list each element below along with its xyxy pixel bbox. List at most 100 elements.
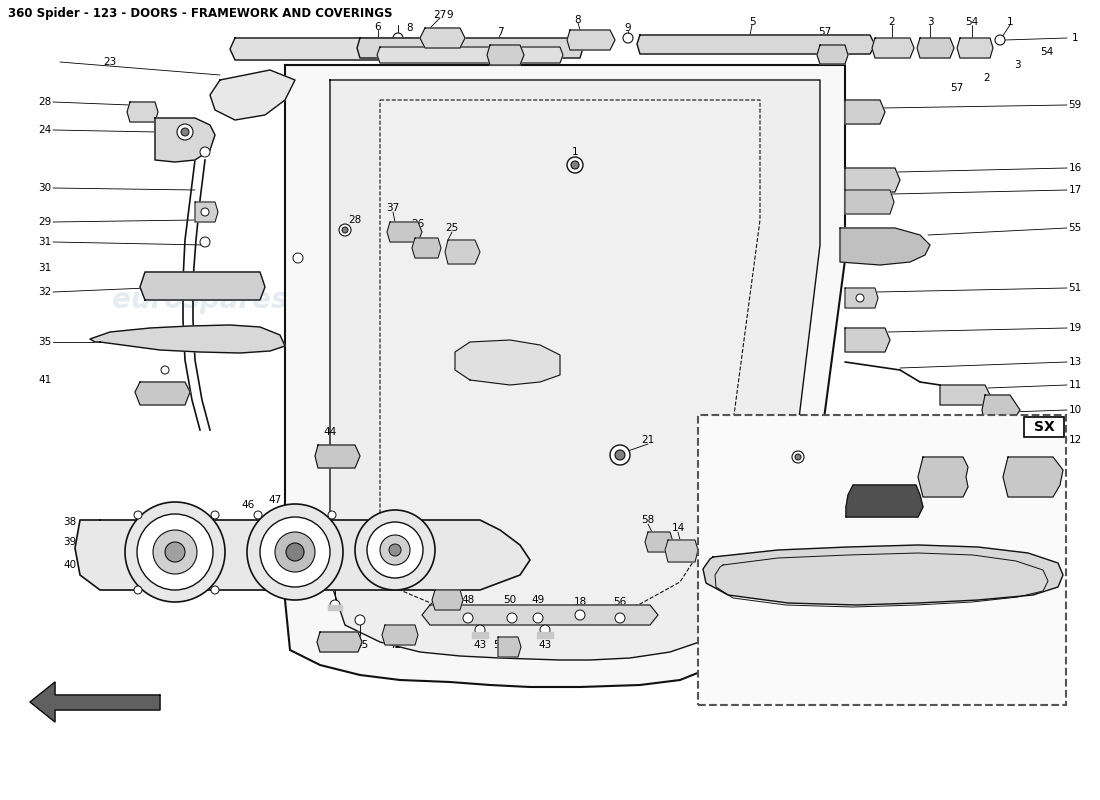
Circle shape [177, 124, 192, 140]
Circle shape [200, 237, 210, 247]
Polygon shape [703, 545, 1063, 605]
Text: 14: 14 [671, 523, 684, 533]
Circle shape [201, 208, 209, 216]
Polygon shape [328, 605, 342, 610]
Circle shape [165, 542, 185, 562]
Circle shape [200, 147, 210, 157]
Text: 44: 44 [326, 640, 339, 650]
Circle shape [856, 294, 864, 302]
Circle shape [134, 586, 142, 594]
Circle shape [248, 504, 343, 600]
Text: 23: 23 [103, 57, 117, 67]
Text: 10: 10 [1068, 405, 1081, 415]
Text: 42: 42 [388, 640, 401, 650]
Text: 27: 27 [433, 10, 447, 20]
Polygon shape [358, 38, 583, 58]
Text: 28: 28 [39, 97, 52, 107]
Text: 15: 15 [705, 527, 718, 537]
Text: 2: 2 [889, 17, 895, 27]
Text: 11: 11 [1068, 380, 1081, 390]
Polygon shape [230, 38, 415, 60]
Text: 1: 1 [572, 147, 579, 157]
Polygon shape [285, 65, 845, 687]
Polygon shape [737, 545, 772, 565]
Polygon shape [498, 637, 521, 657]
Text: 44: 44 [323, 427, 337, 437]
Text: 54: 54 [1041, 47, 1054, 57]
Circle shape [342, 227, 348, 233]
Polygon shape [30, 682, 159, 722]
Text: 4: 4 [397, 35, 404, 45]
Text: 58: 58 [641, 515, 654, 525]
Polygon shape [140, 272, 265, 300]
Polygon shape [1003, 457, 1063, 497]
Polygon shape [210, 70, 295, 120]
Text: 48: 48 [461, 595, 474, 605]
Polygon shape [872, 38, 914, 58]
Polygon shape [666, 540, 698, 562]
Circle shape [254, 511, 262, 519]
Polygon shape [645, 532, 673, 552]
Polygon shape [412, 238, 441, 258]
Polygon shape [845, 100, 886, 124]
Polygon shape [387, 222, 422, 242]
Text: 53: 53 [1046, 428, 1059, 438]
Circle shape [211, 511, 219, 519]
Text: 32: 32 [39, 287, 52, 297]
Text: 5: 5 [749, 17, 756, 27]
Polygon shape [420, 28, 465, 48]
Text: 47: 47 [268, 495, 282, 505]
Polygon shape [126, 102, 158, 122]
Text: 55: 55 [1068, 223, 1081, 233]
Text: 9: 9 [447, 10, 453, 20]
Circle shape [792, 451, 804, 463]
Circle shape [367, 522, 424, 578]
Text: 36: 36 [783, 428, 796, 438]
Polygon shape [840, 228, 929, 265]
Circle shape [328, 511, 336, 519]
Text: 360 Spider - 123 - DOORS - FRAMEWORK AND COVERINGS: 360 Spider - 123 - DOORS - FRAMEWORK AND… [8, 7, 393, 20]
Circle shape [571, 161, 579, 169]
Circle shape [615, 450, 625, 460]
Circle shape [463, 613, 473, 623]
Text: 39: 39 [64, 537, 77, 547]
Text: 37: 37 [386, 203, 399, 213]
Text: eurospares: eurospares [403, 206, 578, 234]
Circle shape [293, 253, 303, 263]
Text: 29: 29 [39, 217, 52, 227]
Text: 6: 6 [375, 22, 382, 32]
Polygon shape [90, 325, 285, 353]
FancyBboxPatch shape [698, 415, 1066, 705]
Circle shape [161, 366, 169, 374]
Polygon shape [957, 38, 993, 58]
Polygon shape [940, 385, 990, 405]
Polygon shape [845, 288, 878, 308]
Text: 35: 35 [39, 337, 52, 347]
Circle shape [355, 510, 434, 590]
Polygon shape [566, 30, 615, 50]
Text: 22: 22 [426, 577, 439, 587]
Circle shape [153, 530, 197, 574]
Polygon shape [817, 45, 848, 64]
Text: 25: 25 [446, 223, 459, 233]
Circle shape [623, 33, 632, 43]
Text: 56: 56 [614, 597, 627, 607]
Polygon shape [317, 632, 362, 652]
Text: 1: 1 [1071, 33, 1078, 43]
Polygon shape [446, 240, 480, 264]
Text: 59: 59 [1068, 100, 1081, 110]
Text: 54: 54 [966, 17, 979, 27]
Polygon shape [846, 485, 923, 517]
Text: 33: 33 [871, 428, 884, 438]
Polygon shape [432, 590, 463, 610]
Polygon shape [917, 38, 954, 58]
Text: 43: 43 [538, 640, 551, 650]
Text: 46: 46 [241, 500, 254, 510]
Polygon shape [487, 45, 524, 65]
Text: 31: 31 [39, 263, 52, 273]
Text: 20: 20 [744, 530, 757, 540]
Text: 57: 57 [818, 27, 832, 37]
Text: 30: 30 [39, 183, 52, 193]
Text: 3: 3 [1014, 60, 1021, 70]
Circle shape [286, 543, 304, 561]
